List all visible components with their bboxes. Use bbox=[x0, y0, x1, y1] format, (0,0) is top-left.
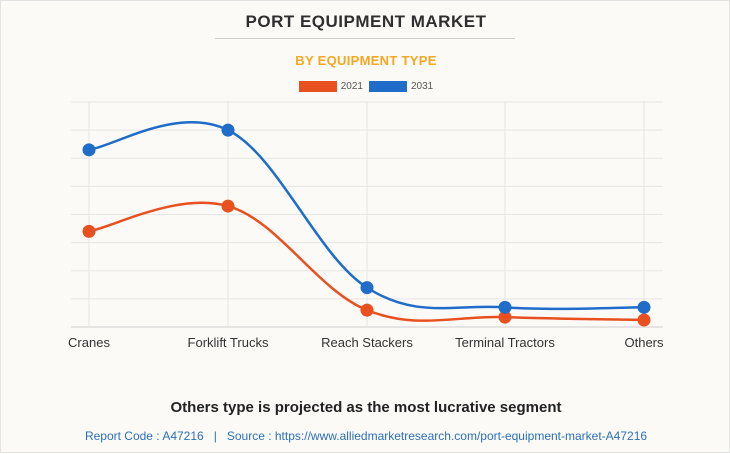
data-point-2031 bbox=[637, 300, 651, 314]
x-tick-label: Reach Stackers bbox=[321, 335, 413, 350]
x-tick-label: Cranes bbox=[68, 335, 110, 350]
data-point-2021 bbox=[498, 310, 512, 324]
report-code: Report Code : A47216 bbox=[84, 429, 204, 443]
footer-separator: | bbox=[213, 429, 217, 443]
x-tick-label: Forklift Trucks bbox=[188, 335, 269, 350]
data-point-2031 bbox=[498, 300, 512, 314]
chart-subtitle: BY EQUIPMENT TYPE bbox=[295, 53, 437, 68]
source-link[interactable]: Source : https://www.alliedmarketresearc… bbox=[226, 429, 648, 443]
legend-item-2021[interactable]: 2021 bbox=[298, 81, 363, 92]
chart-legend: 2021 2031 bbox=[1, 81, 730, 92]
legend-label-2021: 2021 bbox=[340, 81, 363, 92]
data-point-2031 bbox=[82, 143, 96, 157]
legend-swatch-2021 bbox=[298, 81, 337, 92]
x-tick-label: Terminal Tractors bbox=[455, 335, 555, 350]
data-point-2021 bbox=[637, 313, 651, 327]
legend-label-2031: 2031 bbox=[411, 81, 434, 92]
data-point-2021 bbox=[82, 224, 96, 238]
legend-item-2031[interactable]: 2031 bbox=[369, 81, 433, 92]
legend-swatch-2031 bbox=[369, 81, 407, 92]
data-point-2021 bbox=[221, 199, 235, 213]
data-point-2031 bbox=[360, 281, 374, 295]
footer-headline: Others type is projected as the most luc… bbox=[170, 399, 562, 416]
data-point-2031 bbox=[221, 123, 235, 137]
title-divider bbox=[215, 38, 515, 39]
data-point-2021 bbox=[360, 303, 374, 317]
x-tick-label: Others bbox=[624, 335, 664, 350]
footer-source: Report Code : A47216 | Source : https://… bbox=[1, 429, 730, 443]
chart-title: PORT EQUIPMENT MARKET bbox=[245, 12, 487, 31]
